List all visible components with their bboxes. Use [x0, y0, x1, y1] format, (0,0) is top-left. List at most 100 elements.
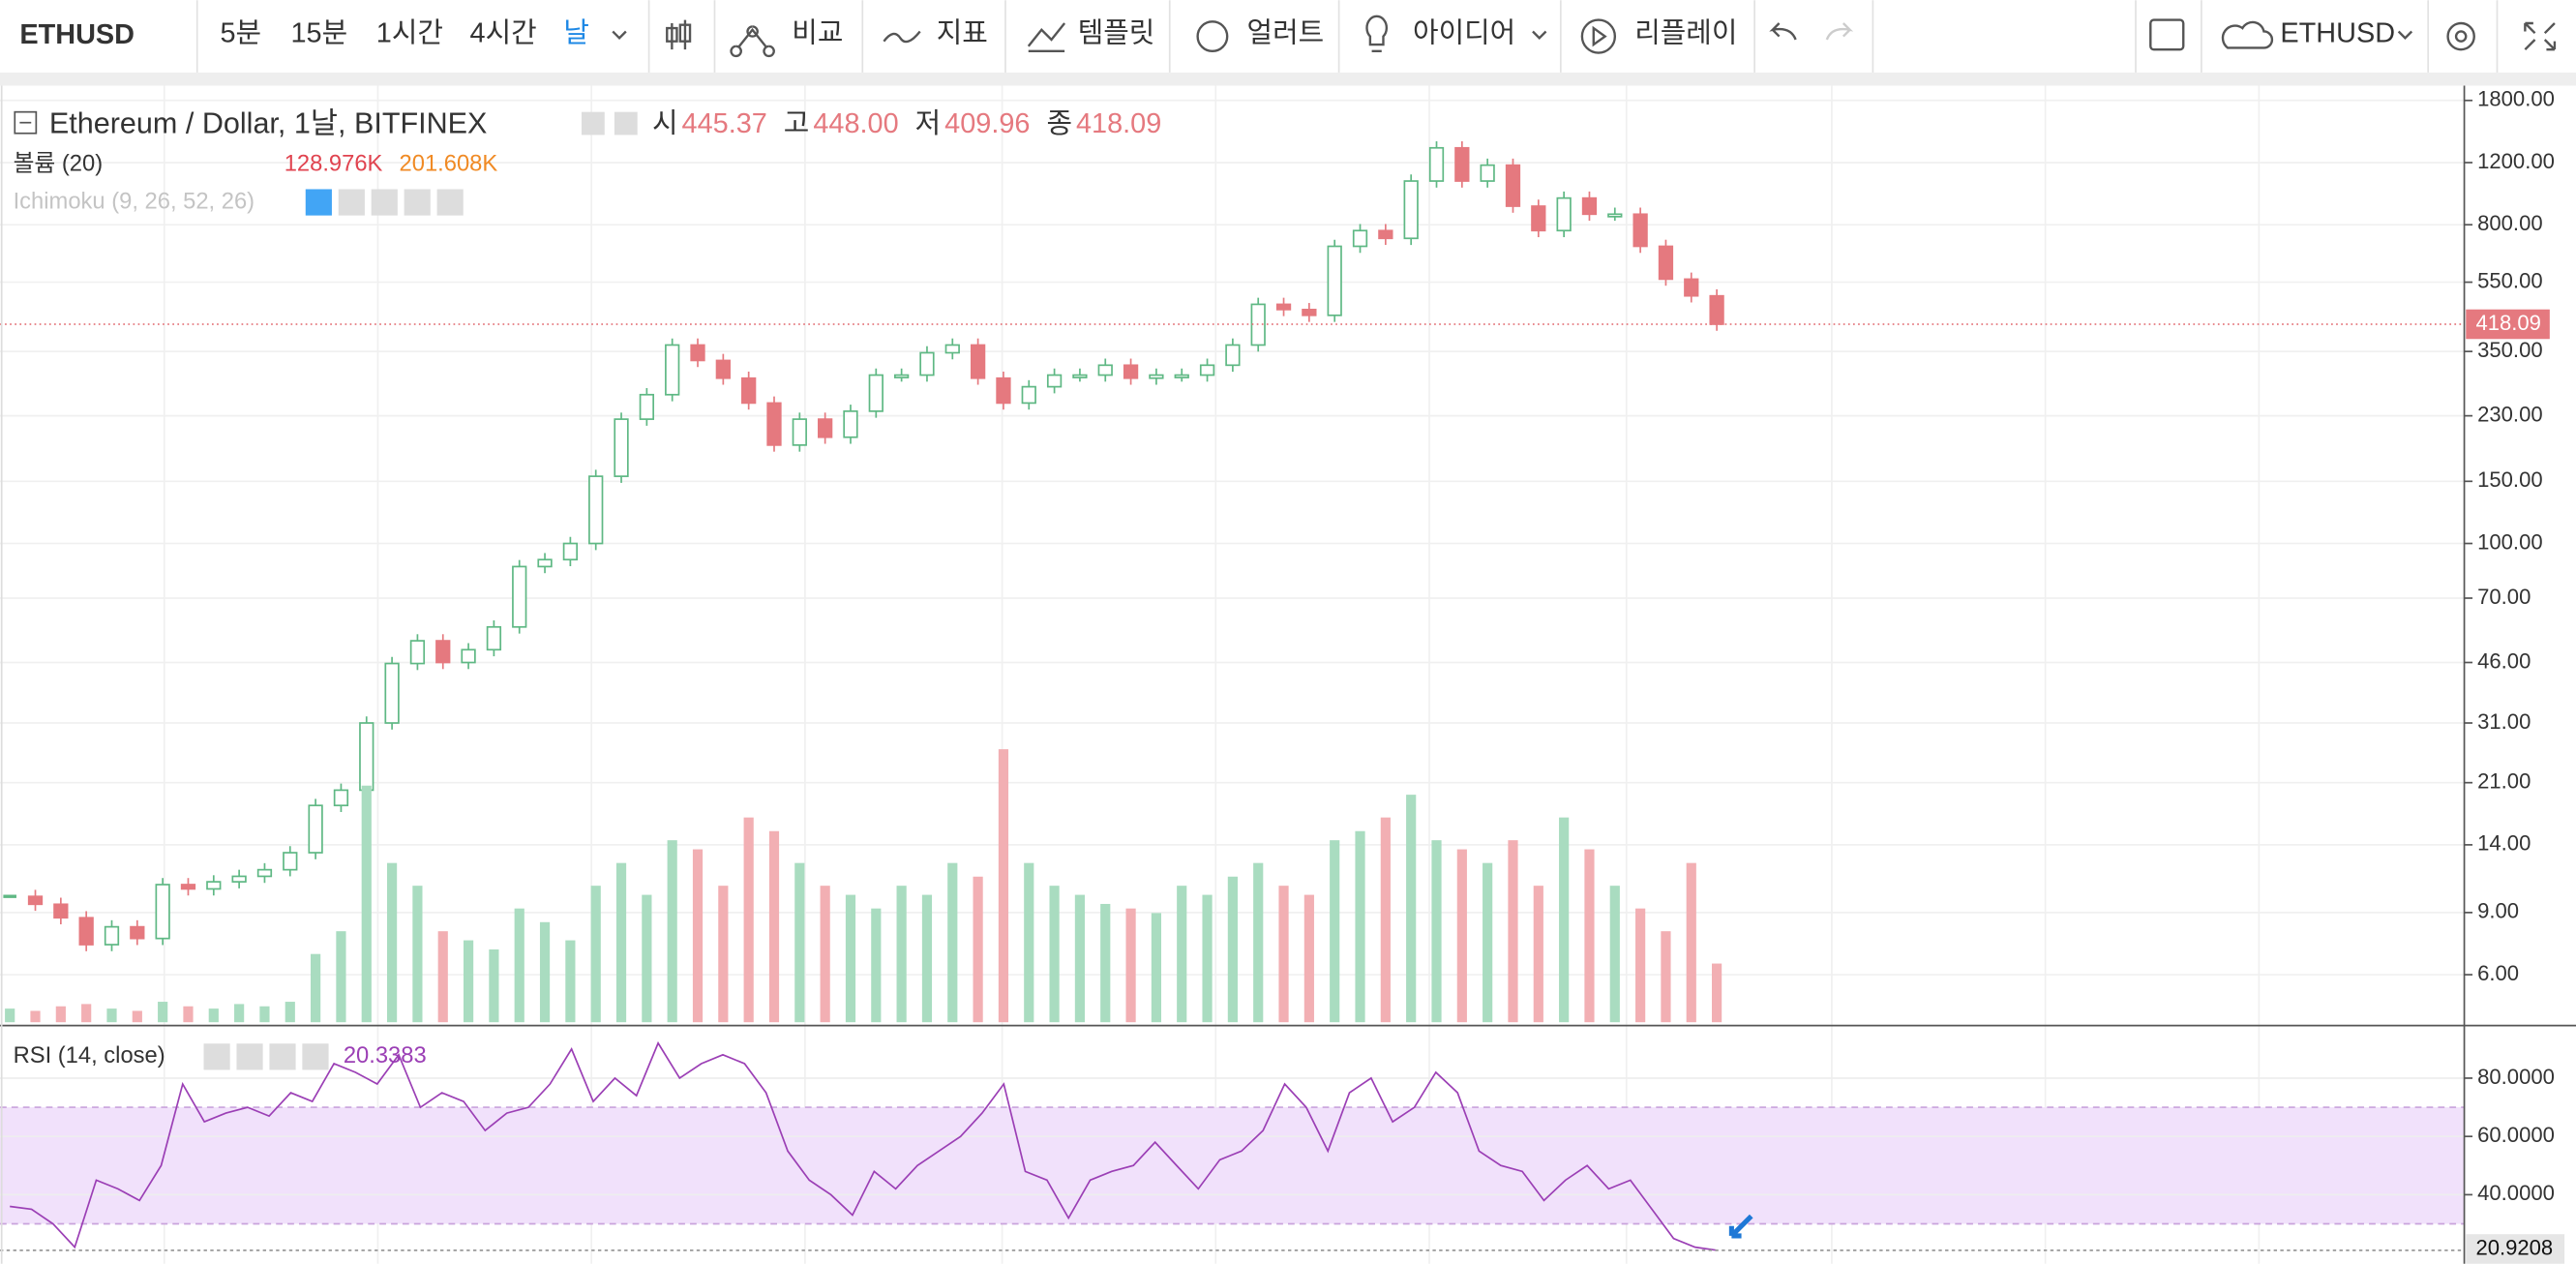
- volume-ma-value: 201.608K: [400, 150, 498, 176]
- candle: [1428, 146, 1445, 182]
- volume-bar: [412, 886, 423, 1023]
- last-value-label: 20.9208: [2475, 1235, 2553, 1259]
- idea-button[interactable]: 아이디어: [1413, 18, 1515, 49]
- volume-bar: [947, 862, 958, 1023]
- settings-icon[interactable]: [2454, 30, 2468, 43]
- compare-button[interactable]: 비교: [792, 18, 843, 49]
- volume-bar: [590, 886, 601, 1023]
- y-tick-label: 21.00: [2477, 769, 2531, 794]
- candle: [1199, 364, 1215, 376]
- cloud-icon[interactable]: [2221, 20, 2274, 49]
- eye-button[interactable]: [305, 189, 332, 216]
- interval[interactable]: 1시간: [376, 18, 443, 49]
- last-price-tag: [2466, 309, 2550, 340]
- candle: [1225, 344, 1241, 367]
- template-button[interactable]: 템플릿: [1078, 18, 1155, 49]
- y-tick-label: 6.00: [2477, 961, 2519, 985]
- candle: [435, 640, 451, 664]
- save-symbol[interactable]: ETHUSD: [2280, 18, 2395, 49]
- layout-icon[interactable]: [2149, 18, 2185, 51]
- volume-value: 128.976K: [285, 150, 383, 176]
- volume-bar: [311, 953, 321, 1023]
- volume-bar: [1635, 908, 1646, 1023]
- volume-bar: [81, 1004, 92, 1023]
- candle: [1327, 245, 1342, 316]
- candle: [919, 351, 935, 376]
- remove-button[interactable]: [302, 1043, 329, 1070]
- source-button[interactable]: [371, 189, 398, 216]
- chevron[interactable]: [612, 30, 627, 40]
- candle: [308, 804, 323, 854]
- volume-bar: [361, 785, 372, 1023]
- settings-button[interactable]: [338, 189, 365, 216]
- redo-icon[interactable]: [1825, 22, 1854, 41]
- volume-bar: [1355, 830, 1365, 1023]
- replay-icon[interactable]: [1592, 25, 1607, 47]
- candle: [893, 374, 910, 378]
- candle: [843, 410, 858, 438]
- volume-bar: [1380, 817, 1391, 1023]
- candle: [766, 402, 782, 446]
- alert-button[interactable]: 얼러트: [1247, 18, 1325, 49]
- template-icon[interactable]: [1027, 22, 1066, 53]
- alert-icon[interactable]: [1196, 20, 1229, 53]
- candle: [715, 359, 731, 379]
- settings-button[interactable]: [236, 1043, 263, 1070]
- volume-bar: [463, 940, 474, 1023]
- symbol[interactable]: ETHUSD: [19, 19, 135, 50]
- rsi-value: 20.3383: [344, 1042, 427, 1068]
- volume-bar: [794, 862, 805, 1023]
- toolbar: ETHUSD 5분 15분 1시간 4시간 날 비교 지표 템플릿 얼러트 아이…: [19, 0, 2557, 73]
- undo-icon[interactable]: [1769, 22, 1797, 41]
- candle: [180, 884, 196, 890]
- ohlc-name: 저: [915, 108, 942, 139]
- volume-bar: [1508, 840, 1518, 1023]
- remove-button[interactable]: [436, 189, 464, 216]
- volume-bar: [973, 876, 983, 1023]
- interval[interactable]: 5분: [220, 18, 261, 49]
- chevron[interactable]: [1532, 30, 1547, 40]
- candle: [614, 418, 629, 477]
- volume-bar: [514, 908, 524, 1023]
- y-tick-label: 550.00: [2477, 268, 2542, 292]
- interval[interactable]: 15분: [290, 18, 347, 49]
- compare-icon[interactable]: [730, 25, 775, 58]
- indicator-button[interactable]: 지표: [937, 18, 988, 49]
- settings-icon[interactable]: [2446, 21, 2475, 51]
- chevron[interactable]: [2397, 30, 2413, 40]
- add-button[interactable]: [404, 189, 431, 216]
- eye-button[interactable]: [203, 1043, 230, 1070]
- rsi-title: RSI (14, close): [14, 1042, 165, 1068]
- candle: [1275, 303, 1292, 311]
- candle: [1684, 278, 1699, 297]
- add-button[interactable]: [269, 1043, 296, 1070]
- eye-button[interactable]: [581, 111, 605, 135]
- interval-active[interactable]: 날: [563, 18, 589, 49]
- candle: [690, 344, 705, 362]
- y-tick-label: 230.00: [2477, 402, 2542, 426]
- fullscreen-icon[interactable]: [2524, 21, 2557, 51]
- candle-icon[interactable]: [666, 19, 692, 50]
- indicator-icon[interactable]: [883, 30, 921, 44]
- candle: [130, 925, 145, 940]
- volume-bar: [1406, 795, 1417, 1023]
- y-tick-label: 1200.00: [2477, 149, 2555, 173]
- collapse-button[interactable]: [14, 110, 38, 135]
- y-tick-label: 40.0000: [2477, 1181, 2555, 1205]
- candle: [512, 565, 527, 628]
- volume-bar: [1074, 894, 1086, 1023]
- settings-button[interactable]: [614, 111, 638, 135]
- y-tick-label: 1800.00: [2477, 87, 2555, 111]
- candle: [256, 868, 273, 878]
- volume-bar: [1330, 840, 1340, 1023]
- legend: Ethereum / Dollar, 1날, BITFINEX 볼륨 (20) …: [14, 106, 1161, 1070]
- idea-icon[interactable]: [1365, 15, 1388, 53]
- replay-button[interactable]: 리플레이: [1634, 18, 1737, 49]
- replay-icon[interactable]: [1580, 18, 1617, 54]
- volume-bar: [1533, 886, 1543, 1023]
- interval[interactable]: 4시간: [470, 18, 537, 49]
- candle: [1581, 196, 1598, 216]
- rsi-band: [0, 1107, 2465, 1224]
- candle: [409, 640, 426, 665]
